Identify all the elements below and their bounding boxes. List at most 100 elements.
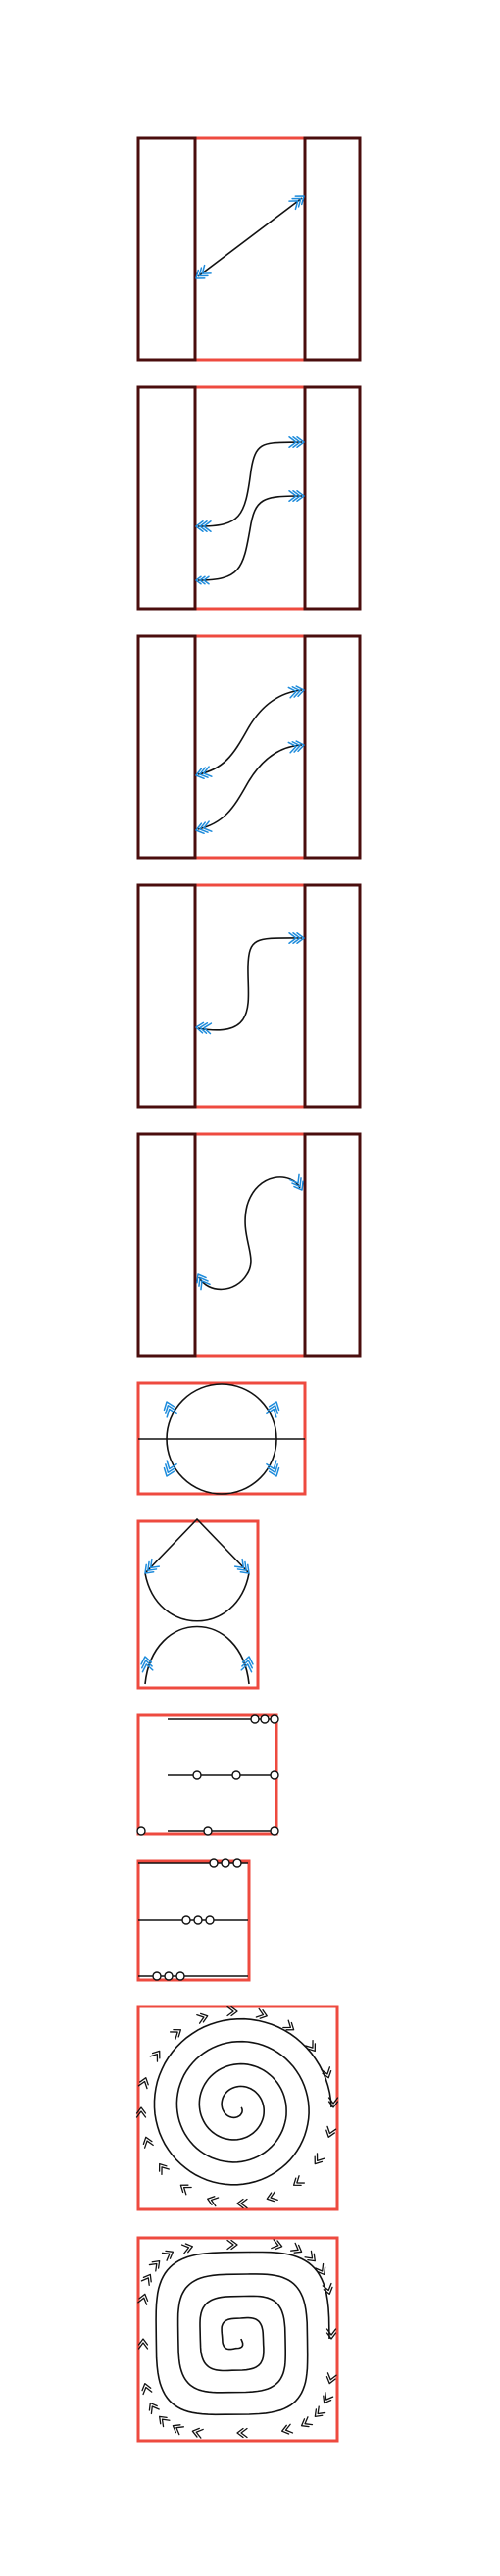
spiral-arrow-icon bbox=[325, 2372, 337, 2385]
panel-3-frame bbox=[136, 634, 362, 860]
spiral-arrow-icon-chevron bbox=[207, 2196, 216, 2205]
panel-2-right-outline bbox=[303, 385, 362, 611]
spiral-arrow-icon-chevron bbox=[182, 2186, 192, 2196]
panel-11 bbox=[136, 2236, 339, 2443]
spiral-arrow-icon-chevron bbox=[275, 2240, 283, 2251]
arrow-tail-icon-chevron bbox=[200, 1280, 211, 1291]
arrow-tail-icon-chevron bbox=[199, 520, 208, 532]
spiral-arrow-icon-chevron bbox=[151, 2260, 161, 2269]
panel-11-frame bbox=[136, 2236, 339, 2443]
arrow-head-icon-chevron bbox=[291, 740, 301, 753]
spiral-arrow-icon-chevron bbox=[161, 2252, 171, 2261]
spiral-arrow-icon-chevron bbox=[210, 2197, 220, 2207]
arrow-head-icon-chevron bbox=[292, 932, 301, 944]
panel-3-curve-upper bbox=[197, 689, 303, 775]
spiral-arrow-icon-chevron bbox=[307, 2253, 316, 2262]
panel-8-marker bbox=[260, 1714, 270, 1724]
arrow-tail-icon bbox=[195, 820, 213, 835]
arrow-head-icon-chevron bbox=[295, 685, 305, 698]
spiral-arrow-icon-chevron bbox=[184, 2243, 194, 2254]
spiral-arrow-icon bbox=[280, 2423, 294, 2435]
spiral-arrow-icon-chevron bbox=[158, 2162, 168, 2172]
spiral-arrow-icon-chevron bbox=[138, 2293, 149, 2302]
spiral-arrow-icon bbox=[327, 2097, 339, 2108]
arrow-head-icon-chevron bbox=[266, 1460, 277, 1470]
arrow-head-icon-chevron bbox=[292, 436, 301, 448]
arrow-tail-icon-chevron bbox=[203, 1022, 213, 1035]
spiral-arrow-icon-chevron bbox=[236, 2427, 244, 2439]
spiral-arrow-icon-chevron bbox=[226, 2006, 234, 2017]
panel-7 bbox=[136, 1517, 260, 1690]
panel-9 bbox=[136, 1858, 251, 1982]
panel-9-marker bbox=[209, 1858, 219, 1868]
arrow-tail-icon-chevron bbox=[203, 575, 210, 585]
panel-7-v-curve bbox=[144, 1517, 250, 1574]
arrow-head-icon-chevron bbox=[296, 490, 305, 502]
spiral-arrow-icon-chevron bbox=[179, 2184, 189, 2194]
panel-11-spiral bbox=[155, 2251, 330, 2416]
spiral-arrow-icon-chevron bbox=[149, 2053, 159, 2062]
spiral-arrow-icon bbox=[170, 2028, 182, 2040]
spiral-arrow-icon bbox=[158, 2162, 170, 2175]
spiral-arrow-icon bbox=[137, 2077, 149, 2090]
spiral-arrow-icon-chevron bbox=[135, 2106, 147, 2114]
spiral-arrow-icon bbox=[137, 2293, 149, 2305]
spiral-arrow-icon-chevron bbox=[317, 2266, 326, 2276]
panel-3-right-outline bbox=[303, 634, 362, 860]
spiral-arrow-icon-chevron bbox=[296, 2175, 305, 2184]
panel-2-curve-upper bbox=[197, 441, 303, 527]
panel-8-marker bbox=[270, 1714, 279, 1724]
spiral-arrow-icon bbox=[322, 2282, 333, 2295]
panel-5-left-outline bbox=[136, 1132, 197, 1358]
spiral-arrow-icon-chevron bbox=[142, 2136, 153, 2146]
arrow-head-icon-chevron bbox=[288, 436, 297, 448]
spiral-arrow-icon-chevron bbox=[270, 2191, 278, 2202]
spiral-arrow-icon bbox=[290, 2242, 303, 2254]
panel-9-marker bbox=[221, 1858, 230, 1868]
spiral-arrow-icon bbox=[305, 2040, 317, 2053]
spiral-arrow-icon bbox=[271, 2239, 283, 2251]
spiral-arrow-icon-chevron bbox=[142, 2273, 152, 2283]
arrow-tail-icon-chevron bbox=[199, 767, 209, 778]
spiral-arrow-icon-chevron bbox=[280, 2424, 290, 2435]
arrow-head-icon-chevron bbox=[291, 1177, 302, 1188]
arrow-head-icon bbox=[287, 685, 305, 699]
panel-8-marker bbox=[231, 1770, 241, 1780]
panel-8-marker bbox=[136, 1826, 146, 1836]
spiral-arrow-icon bbox=[135, 2106, 147, 2118]
panel-9-marker bbox=[193, 1915, 203, 1925]
spiral-arrow-icon-chevron bbox=[150, 2405, 160, 2415]
arrow-head-icon bbox=[163, 1460, 177, 1477]
panel-9-marker bbox=[181, 1915, 191, 1925]
spiral-arrow-icon bbox=[148, 2402, 160, 2415]
spiral-arrow-icon-chevron bbox=[322, 2069, 332, 2079]
arrow-head-icon-chevron bbox=[288, 490, 297, 502]
panel-3 bbox=[136, 634, 362, 860]
arrow-tail-icon-chevron bbox=[195, 269, 206, 279]
spiral-arrow-icon-chevron bbox=[266, 2192, 275, 2203]
panel-9-marker bbox=[152, 1971, 162, 1981]
spiral-arrow-icon bbox=[282, 2019, 295, 2031]
spiral-arrow-icon-chevron bbox=[137, 2297, 148, 2305]
panel-7-frame bbox=[136, 1519, 260, 1690]
panel-9-marker bbox=[164, 1971, 174, 1981]
panel-1 bbox=[136, 136, 362, 362]
arrow-head-icon-chevron bbox=[240, 1663, 253, 1673]
arrow-head-icon-chevron bbox=[147, 1560, 158, 1571]
arrow-tail-icon bbox=[195, 520, 212, 532]
spiral-arrow-icon-chevron bbox=[323, 2395, 332, 2404]
spiral-arrow-icon-chevron bbox=[141, 2383, 152, 2392]
spiral-arrow-icon-chevron bbox=[137, 2080, 148, 2090]
spiral-arrow-icon bbox=[266, 2191, 278, 2203]
panel-8-marker bbox=[270, 1770, 279, 1780]
arrow-tail-icon bbox=[195, 264, 212, 279]
arrow-head-icon-chevron bbox=[163, 1466, 175, 1477]
arrow-head-icon-chevron bbox=[267, 1463, 278, 1473]
panel-3-curve-lower bbox=[197, 744, 303, 830]
arrow-head-icon bbox=[233, 1558, 250, 1574]
spiral-arrow-icon-chevron bbox=[325, 2328, 337, 2336]
arrow-head-icon-chevron bbox=[293, 1180, 304, 1191]
panel-4-curve bbox=[197, 937, 303, 1031]
panel-8-marker bbox=[192, 1770, 202, 1780]
arrow-tail-icon-chevron bbox=[195, 768, 205, 780]
